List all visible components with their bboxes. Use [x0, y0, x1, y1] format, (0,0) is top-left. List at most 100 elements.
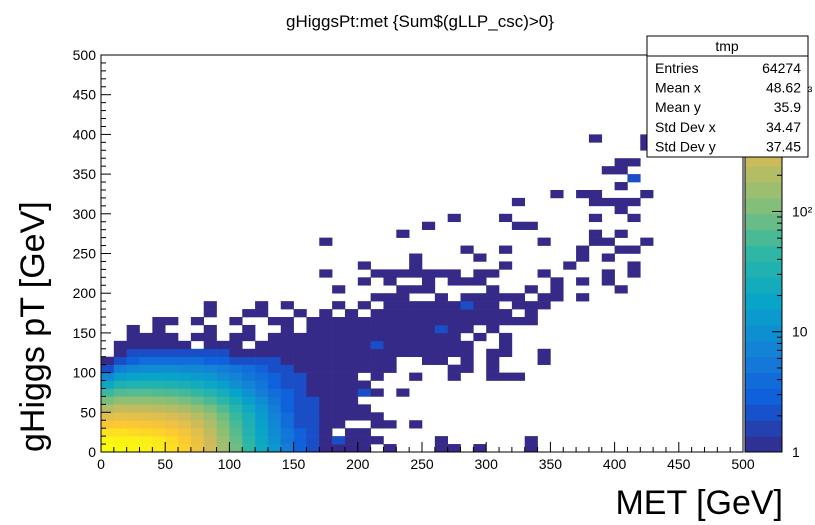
- heatmap-cell: [152, 372, 166, 381]
- heatmap-cell: [178, 428, 192, 437]
- heatmap-cell: [293, 364, 307, 373]
- heatmap-cell: [357, 412, 371, 421]
- heatmap-cell: [332, 404, 346, 413]
- heatmap-cell: [229, 404, 243, 413]
- heatmap-cell: [229, 317, 243, 326]
- heatmap-cell: [588, 237, 603, 246]
- heatmap-cell: [152, 428, 166, 437]
- heatmap-cell: [576, 277, 590, 286]
- y-tick-label: 500: [73, 47, 97, 63]
- heatmap-cell: [113, 428, 127, 437]
- heatmap-cell: [409, 348, 423, 358]
- heatmap-cell: [614, 182, 628, 191]
- heatmap-cell: [332, 348, 346, 358]
- heatmap-cell: [242, 372, 256, 381]
- heatmap-cell: [524, 221, 538, 230]
- heatmap-cell: [113, 388, 127, 397]
- heatmap-cell: [280, 388, 294, 397]
- heatmap-cell: [550, 293, 564, 302]
- heatmap-cell: [357, 356, 371, 365]
- heatmap-cell: [319, 364, 333, 373]
- heatmap-cell: [409, 420, 423, 429]
- heatmap-cell: [614, 158, 628, 167]
- heatmap-cell: [576, 245, 590, 254]
- y-axis: 0 50 100 150 200 250 300 350 400 450 500: [73, 47, 111, 460]
- heatmap-cell: [344, 412, 359, 421]
- heatmap-cell: [293, 428, 307, 437]
- heatmap-cell: [242, 324, 256, 334]
- heatmap-cell: [588, 229, 603, 238]
- heatmap-cell: [203, 428, 217, 437]
- heatmap-cell: [588, 213, 603, 223]
- heatmap-cell: [306, 380, 320, 389]
- heatmap-cell: [280, 420, 294, 429]
- heatmap-cell: [306, 428, 320, 437]
- heatmap-cell: [139, 412, 153, 421]
- heatmap-cell: [242, 396, 256, 405]
- heatmap-cell: [319, 237, 333, 246]
- heatmap-cell: [447, 301, 461, 310]
- heatmap-cell: [280, 356, 294, 365]
- heatmap-cell: [332, 372, 346, 381]
- heatmap-cell: [280, 364, 294, 373]
- heatmap-cell: [139, 444, 153, 453]
- y-tick-label: 150: [73, 325, 97, 341]
- heatmap-cell: [255, 309, 269, 318]
- heatmap-cell: [101, 372, 115, 381]
- x-tick-label: 100: [218, 456, 242, 472]
- heatmap-cell: [473, 293, 487, 302]
- heatmap-cell: [216, 412, 230, 421]
- heatmap-cell: [344, 364, 359, 373]
- color-scale-step: [745, 213, 782, 231]
- heatmap-cell: [422, 340, 436, 350]
- heatmap-cell: [152, 332, 166, 342]
- heatmap-cell: [383, 293, 397, 302]
- heatmap-cell: [396, 269, 410, 278]
- heatmap-cell: [280, 340, 294, 350]
- heatmap-cell: [409, 261, 423, 270]
- heatmap-cell: [178, 420, 192, 429]
- heatmap-cell: [332, 444, 346, 453]
- heatmap-cell: [344, 348, 359, 358]
- heatmap-cell: [203, 380, 217, 389]
- heatmap-cell: [306, 420, 320, 429]
- heatmap-cell: [126, 348, 140, 358]
- heatmap-cell: [165, 364, 179, 373]
- x-axis-label: MET [GeV]: [615, 484, 783, 522]
- heatmap-cell: [203, 348, 217, 358]
- heatmap-cell: [152, 324, 166, 334]
- heatmap-cell: [126, 372, 140, 381]
- heatmap-cell: [447, 364, 461, 373]
- heatmap-cell: [293, 420, 307, 429]
- heatmap-cell: [537, 237, 551, 246]
- heatmap-cell: [396, 340, 410, 350]
- heatmap-cell: [409, 324, 423, 334]
- heatmap-cell: [473, 301, 487, 310]
- heatmap-cell: [165, 396, 179, 405]
- heatmap-cell: [370, 340, 384, 350]
- heatmap-cell: [216, 364, 230, 373]
- heatmap-cell: [434, 309, 448, 318]
- heatmap-cell: [306, 444, 320, 453]
- heatmap-cell: [588, 197, 603, 207]
- heatmap-cell: [434, 317, 448, 326]
- heatmap-cell: [447, 372, 461, 381]
- stats-row-value: 37.45: [766, 138, 801, 154]
- heatmap-cell: [344, 396, 359, 405]
- heatmap-cell: [614, 229, 628, 238]
- heatmap-cell: [344, 444, 359, 453]
- heatmap-cell: [165, 380, 179, 389]
- heatmap-cell: [216, 444, 230, 453]
- heatmap-cell: [203, 364, 217, 373]
- heatmap-cell: [229, 372, 243, 381]
- heatmap-cell: [370, 436, 384, 445]
- y-tick-label: 300: [73, 206, 97, 222]
- heatmap-cell: [139, 380, 153, 389]
- heatmap-cell: [614, 205, 628, 215]
- heatmap-cell: [422, 277, 436, 286]
- heatmap-cell: [203, 301, 217, 310]
- heatmap-cell: [178, 348, 192, 358]
- heatmap-cell: [280, 404, 294, 413]
- heatmap-cell: [319, 428, 333, 437]
